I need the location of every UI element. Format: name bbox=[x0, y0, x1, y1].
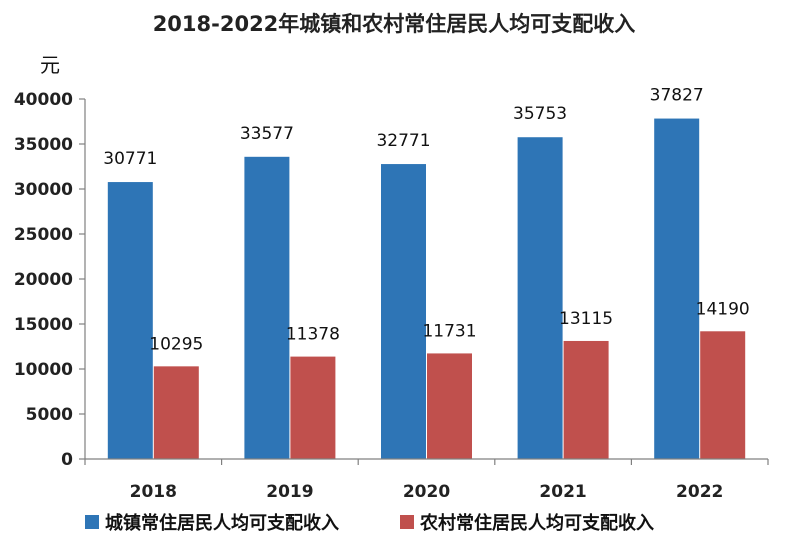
y-tick-label: 35000 bbox=[14, 135, 73, 155]
data-label: 10295 bbox=[149, 334, 203, 354]
bar-rural bbox=[700, 331, 746, 459]
y-axis-ticks: 0 5000 10000 15000 20000 25000 30000 35000 40000 bbox=[14, 90, 85, 470]
data-label: 35753 bbox=[513, 104, 567, 124]
y-tick-label: 40000 bbox=[14, 90, 73, 110]
bars bbox=[107, 118, 746, 459]
bar-urban bbox=[654, 118, 700, 459]
legend-label: 农村常住居民人均可支配收入 bbox=[419, 512, 654, 534]
legend-swatch bbox=[85, 515, 99, 529]
bar-rural bbox=[427, 353, 472, 459]
bar-urban bbox=[244, 156, 290, 459]
legend-label: 城镇常住居民人均可支配收入 bbox=[105, 512, 339, 534]
bar-urban bbox=[381, 164, 426, 459]
y-tick-label: 5000 bbox=[26, 405, 73, 425]
data-label: 30771 bbox=[103, 149, 157, 169]
bar-urban bbox=[517, 137, 563, 459]
bar-rural bbox=[153, 366, 199, 459]
bar-rural bbox=[290, 356, 336, 459]
legend-swatch bbox=[400, 515, 414, 529]
data-label: 13115 bbox=[559, 309, 613, 329]
data-labels: 30771 33577 32771 35753 37827 10295 11378 11731… bbox=[103, 86, 749, 355]
x-tick-label: 2021 bbox=[539, 482, 586, 502]
y-tick-label: 15000 bbox=[14, 315, 73, 335]
data-label: 11378 bbox=[286, 325, 340, 345]
legend: 城镇常住居民人均可支配收入 农村常住居民人均可支配收入 bbox=[85, 512, 654, 534]
x-tick-label: 2019 bbox=[266, 482, 313, 502]
data-label: 32771 bbox=[376, 131, 430, 151]
y-tick-label: 25000 bbox=[14, 225, 73, 245]
y-axis-unit-label: 元 bbox=[40, 53, 60, 77]
y-tick-label: 30000 bbox=[14, 180, 73, 200]
y-tick-label: 20000 bbox=[14, 270, 73, 290]
data-label: 33577 bbox=[240, 124, 294, 144]
y-tick-label: 10000 bbox=[14, 360, 73, 380]
data-label: 37827 bbox=[650, 86, 704, 106]
data-label: 11731 bbox=[422, 321, 476, 341]
data-label: 14190 bbox=[696, 299, 750, 319]
chart-title: 2018-2022年城镇和农村常住居民人均可支配收入 bbox=[153, 12, 636, 36]
bar-urban bbox=[107, 182, 153, 459]
bar-rural bbox=[563, 340, 609, 459]
x-tick-label: 2018 bbox=[130, 482, 177, 502]
x-axis-ticks: 2018 2019 2020 2021 2022 bbox=[84, 459, 769, 502]
x-tick-label: 2022 bbox=[676, 482, 723, 502]
x-tick-label: 2020 bbox=[403, 482, 450, 502]
y-tick-label: 0 bbox=[61, 450, 73, 470]
